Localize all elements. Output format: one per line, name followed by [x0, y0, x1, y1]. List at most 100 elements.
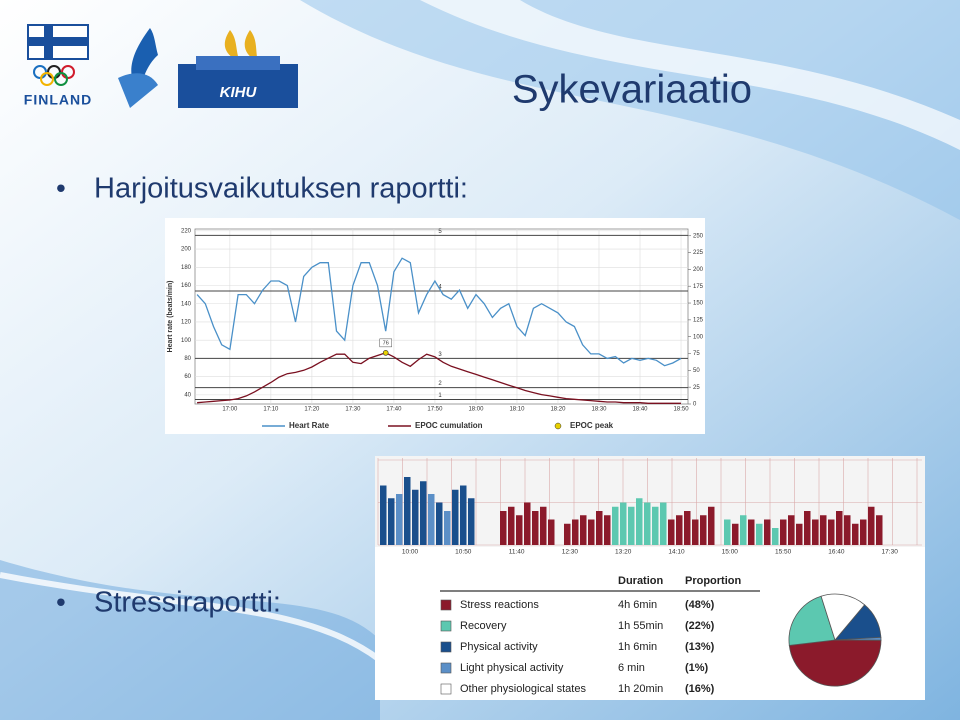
logo-finland: FINLAND — [24, 24, 91, 108]
logo-kihu: KIHU — [178, 30, 298, 108]
stress-bar — [468, 498, 475, 545]
stress-bar — [412, 489, 419, 545]
x-tick-label: 17:30 — [345, 407, 361, 413]
stress-bar — [404, 477, 411, 545]
x-tick-label: 16:40 — [828, 549, 845, 556]
legend-swatch — [440, 620, 452, 632]
stress-bar — [860, 519, 867, 545]
x-tick-label: 17:20 — [304, 407, 320, 413]
y2-tick-label: 125 — [693, 317, 704, 323]
bullet: Stressiraportti: — [94, 587, 281, 619]
stress-bar — [764, 519, 771, 545]
y-tick-label: 140 — [181, 301, 192, 307]
y2-tick-label: 200 — [693, 267, 704, 273]
stress-bar — [564, 523, 571, 545]
y2-tick-label: 75 — [693, 351, 700, 357]
y-tick-label: 200 — [181, 247, 192, 253]
stress-bar — [692, 519, 699, 545]
stress-bar — [804, 511, 811, 545]
peak-label: 76 — [383, 340, 389, 346]
stress-bar — [820, 515, 827, 545]
stress-bar — [876, 515, 883, 545]
stress-bar — [708, 506, 715, 545]
y2-tick-label: 100 — [693, 334, 704, 340]
logo-flame — [118, 28, 158, 108]
stress-bar — [644, 502, 651, 545]
stress-bar — [452, 489, 459, 545]
y2-tick-label: 0 — [693, 402, 697, 408]
bullet-dot: • — [56, 172, 66, 203]
legend-label: EPOC cumulation — [415, 421, 483, 430]
x-tick-label: 17:40 — [386, 407, 402, 413]
y-tick-label: 180 — [181, 265, 192, 271]
stress-bar — [852, 523, 859, 545]
stress-bar — [828, 519, 835, 545]
row-proportion: (22%) — [685, 620, 715, 632]
stress-bar — [844, 515, 851, 545]
x-tick-label: 17:00 — [222, 407, 238, 413]
y2-tick-label: 175 — [693, 284, 704, 290]
y-tick-label: 220 — [181, 228, 192, 234]
row-proportion: (48%) — [685, 599, 715, 611]
stress-bar — [524, 502, 531, 545]
x-tick-label: 18:50 — [674, 407, 690, 413]
row-label: Light physical activity — [460, 662, 564, 674]
row-proportion: (13%) — [685, 641, 715, 653]
x-tick-label: 10:50 — [455, 549, 472, 556]
stress-bar — [780, 519, 787, 545]
zone-label: 4 — [438, 285, 442, 291]
x-tick-label: 10:00 — [402, 549, 419, 556]
x-tick-label: 13:20 — [615, 549, 632, 556]
stress-bar — [444, 511, 451, 545]
x-tick-label: 18:10 — [509, 407, 525, 413]
x-tick-label: 18:00 — [468, 407, 484, 413]
stress-bar — [756, 523, 763, 545]
row-label: Other physiological states — [460, 683, 586, 695]
legend-label: EPOC peak — [570, 421, 614, 430]
stress-bar — [460, 485, 467, 545]
stress-bar — [724, 519, 731, 545]
row-label: Stress reactions — [460, 599, 539, 611]
stress-bar — [500, 511, 507, 545]
wave — [0, 560, 380, 720]
y-tick-label: 160 — [181, 283, 192, 289]
row-proportion: (16%) — [685, 683, 715, 695]
row-label: Physical activity — [460, 641, 538, 653]
wave — [300, 0, 960, 220]
zone-label: 5 — [438, 229, 442, 235]
y-tick-label: 120 — [181, 320, 192, 326]
wave — [420, 0, 960, 150]
stress-bar — [732, 523, 739, 545]
zone-label: 2 — [438, 381, 442, 387]
y2-tick-label: 25 — [693, 385, 700, 391]
stress-bar — [620, 502, 627, 545]
stress-bar — [540, 506, 547, 545]
stress-bar — [604, 515, 611, 545]
y-tick-label: 40 — [184, 392, 191, 398]
stress-bar — [516, 515, 523, 545]
row-label: Recovery — [460, 620, 507, 632]
table-header: Proportion — [685, 575, 741, 587]
stress-bar — [396, 494, 403, 545]
row-proportion: (1%) — [685, 662, 709, 674]
x-tick-label: 11:40 — [509, 549, 525, 556]
stress-bar — [628, 506, 635, 545]
x-tick-label: 14:10 — [668, 549, 685, 556]
bullet: Harjoitusvaikutuksen raportti: — [94, 173, 468, 205]
stress-bar — [660, 502, 667, 545]
y-axis-label: Heart rate (beats/min) — [167, 281, 174, 353]
zone-label: 3 — [438, 352, 442, 358]
y-tick-label: 80 — [184, 356, 191, 362]
slide-title: Sykevariaatio — [512, 68, 752, 112]
stress-bar — [428, 494, 435, 545]
pie-slice — [788, 639, 882, 687]
legend-swatch — [440, 683, 452, 695]
stress-bar — [868, 506, 875, 545]
y2-tick-label: 150 — [693, 301, 704, 307]
y-tick-label: 60 — [184, 374, 191, 380]
stress-bar — [676, 515, 683, 545]
row-duration: 1h 55min — [618, 620, 663, 632]
logo-text: KIHU — [220, 84, 258, 101]
stress-bar — [772, 528, 779, 545]
